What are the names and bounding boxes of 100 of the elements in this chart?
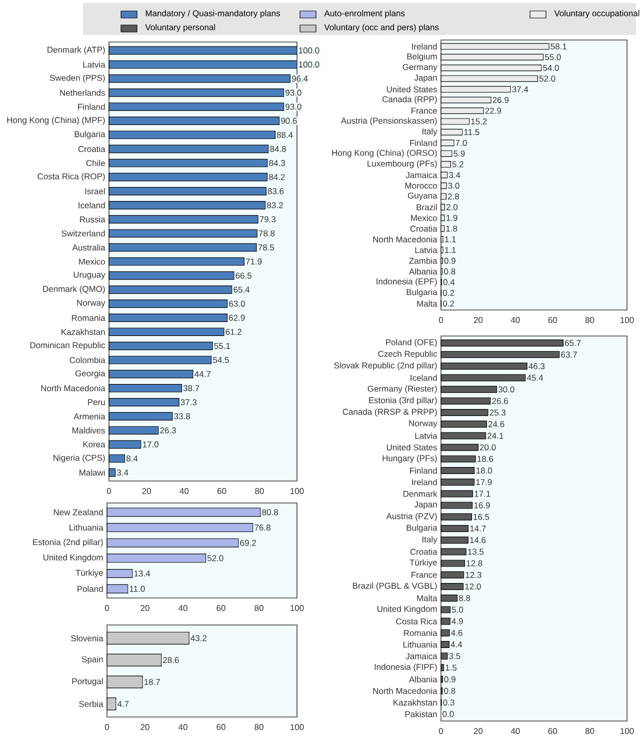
- bar: [106, 538, 239, 548]
- y-tick-label: Italy: [422, 128, 438, 136]
- y-tick-label: Latvia: [415, 246, 438, 254]
- y-tick-label: Japan: [414, 74, 437, 82]
- data-label: 16.9: [474, 502, 490, 508]
- y-tick-label: Malta: [417, 300, 438, 307]
- y-tick-label: Brazil (PGBL & VGBL): [352, 582, 437, 590]
- data-label: 3.5: [449, 653, 460, 660]
- data-label: 80.8: [262, 509, 278, 516]
- data-label: 17.0: [142, 441, 158, 448]
- data-label: 4.7: [117, 700, 129, 707]
- y-tick-label: Nigeria (CPS): [54, 454, 105, 462]
- y-tick-label: Austria (Pensionskassen): [340, 117, 437, 126]
- y-tick-label: Costa Rica: [396, 618, 438, 624]
- bar: [106, 632, 190, 644]
- bar: [108, 328, 224, 336]
- data-label: 1.1: [444, 247, 456, 253]
- data-label: 55.1: [214, 342, 230, 349]
- y-tick-label: Indonesia (FIPF): [374, 664, 437, 672]
- y-tick-label: Luxembourg (PFs): [368, 160, 437, 168]
- y-tick-label: Sweden (PPS): [50, 74, 105, 83]
- data-label: 61.2: [226, 328, 242, 335]
- y-tick-label: Spain: [82, 656, 103, 664]
- y-tick-label: Malta: [417, 594, 438, 602]
- y-tick-label: Germany: [402, 64, 438, 72]
- y-tick-label: Colombia: [70, 356, 106, 364]
- y-tick-label: Poland: [78, 586, 103, 592]
- data-label: 100.0: [298, 62, 320, 68]
- data-label: 13.5: [468, 548, 484, 555]
- bar: [108, 130, 276, 140]
- x-tick-label: 40: [180, 488, 189, 494]
- data-label: 84.2: [268, 174, 285, 180]
- bar: [440, 172, 448, 178]
- bar: [108, 300, 228, 308]
- y-tick-label: United Kingdom: [43, 554, 103, 562]
- data-label: 90.6: [281, 118, 297, 124]
- bar: [440, 502, 473, 509]
- data-label: 63.0: [229, 300, 245, 307]
- bar: [108, 229, 258, 238]
- data-label: 38.7: [183, 385, 200, 392]
- x-tick-label: 20: [474, 317, 483, 324]
- y-tick-label: Finland: [410, 140, 437, 146]
- data-label: 62.9: [228, 314, 245, 321]
- bar: [108, 158, 268, 168]
- y-tick-label: Morocco: [405, 182, 437, 189]
- data-label: 14.7: [470, 526, 486, 532]
- x-tick-label: 100: [290, 488, 304, 494]
- data-label: 0.2: [443, 290, 454, 296]
- bar: [440, 386, 498, 393]
- data-label: 8.4: [126, 455, 138, 462]
- data-label: 13.4: [134, 570, 150, 576]
- y-tick-label: Denmark (ATP): [48, 46, 105, 54]
- y-tick-label: United Kingdom: [377, 606, 437, 614]
- bar: [108, 342, 213, 350]
- data-label: 100.0: [298, 47, 320, 54]
- bar: [440, 594, 458, 602]
- y-tick-label: Costa Rica (ROP): [38, 173, 105, 182]
- y-tick-label: Brazil: [416, 204, 437, 210]
- bar: [440, 640, 450, 648]
- x-tick-label: 20: [142, 488, 151, 494]
- data-label: 83.6: [268, 188, 284, 194]
- y-tick-label: Australia: [72, 244, 106, 251]
- y-tick-label: Pakistan: [405, 710, 437, 718]
- x-tick-label: 20: [140, 724, 150, 730]
- bar: [108, 116, 280, 125]
- data-label: 0.8: [444, 268, 456, 274]
- data-label: 14.6: [470, 537, 486, 544]
- bar: [108, 454, 126, 463]
- data-label: 0.8: [444, 688, 456, 694]
- data-label: 4.4: [450, 642, 462, 648]
- bar: [440, 548, 466, 556]
- bar: [108, 257, 244, 266]
- bar: [440, 432, 486, 440]
- x-tick-label: 40: [510, 728, 520, 734]
- bar: [440, 374, 526, 382]
- data-label: 84.3: [269, 160, 285, 166]
- y-tick-label: Ireland: [412, 479, 437, 486]
- y-tick-label: North Macedonia: [41, 385, 106, 392]
- bar: [440, 182, 447, 189]
- y-tick-label: Austria (PZV): [386, 512, 437, 521]
- bar: [440, 490, 474, 498]
- data-label: 76.8: [254, 524, 270, 531]
- x-tick-label: 80: [254, 724, 264, 730]
- bar: [440, 560, 466, 567]
- bar: [440, 409, 488, 416]
- data-label: 26.6: [492, 398, 508, 404]
- data-label: 18.6: [478, 456, 494, 462]
- bar: [440, 140, 454, 146]
- y-tick-label: Peru: [88, 399, 105, 406]
- data-label: 26.3: [160, 427, 176, 434]
- y-tick-label: Norway: [77, 300, 106, 308]
- x-tick-label: 80: [254, 605, 264, 612]
- bar: [440, 351, 560, 358]
- y-tick-label: Slovak Republic (2nd pillar): [334, 362, 437, 370]
- y-tick-label: Ireland: [412, 43, 437, 50]
- data-label: 2.0: [446, 204, 458, 210]
- bar: [106, 654, 162, 666]
- bar: [108, 285, 232, 294]
- bar: [106, 698, 116, 710]
- y-tick-label: Israel: [85, 188, 105, 194]
